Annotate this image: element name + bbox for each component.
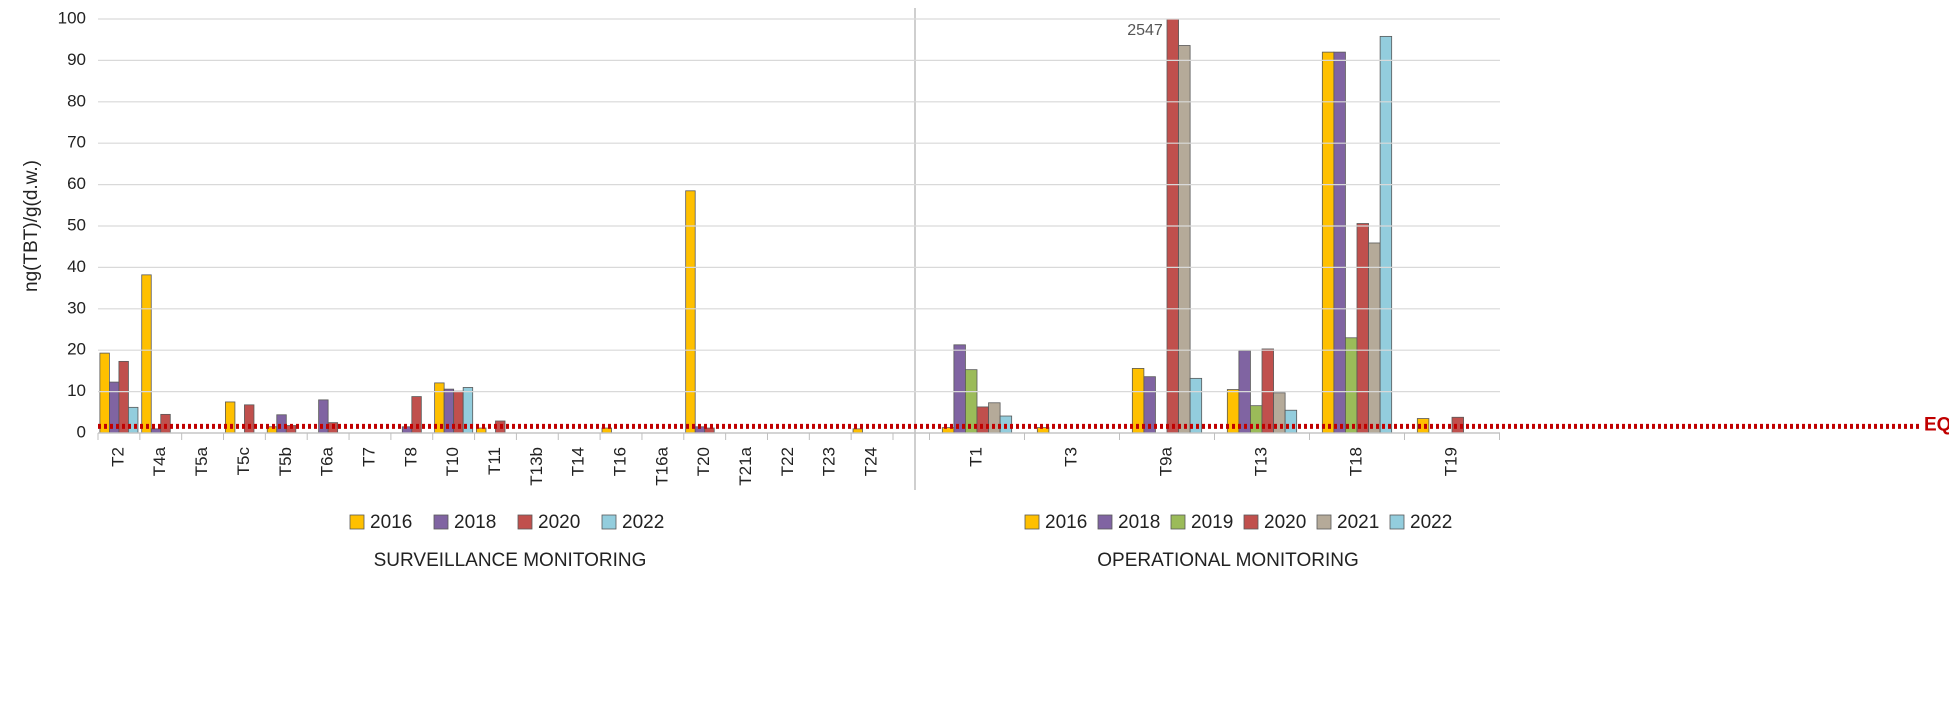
x-tick-label: T8 xyxy=(401,447,420,467)
x-tick-label: T1 xyxy=(966,447,985,467)
reference-label: EQS xyxy=(1924,414,1949,435)
bar xyxy=(1333,51,1346,434)
bar xyxy=(128,406,139,434)
y-tick-label: 50 xyxy=(67,215,86,234)
y-axis-label: ng(TBT)/g(d.w.) xyxy=(21,160,42,292)
legend-label: 2016 xyxy=(1045,512,1087,533)
legend-swatch xyxy=(517,514,533,530)
bar xyxy=(141,274,152,434)
x-tick-label: T24 xyxy=(862,447,881,476)
legend-swatch xyxy=(1097,514,1113,530)
bar xyxy=(1166,19,1179,434)
bar xyxy=(118,360,129,434)
x-tick-label: T11 xyxy=(485,447,504,475)
legend-label: 2018 xyxy=(1118,512,1160,533)
bar xyxy=(965,369,978,434)
legend-swatch xyxy=(1243,514,1259,530)
y-tick-label: 80 xyxy=(67,91,86,110)
bar xyxy=(1321,51,1335,434)
x-tick-label: T5c xyxy=(234,447,253,476)
legend-label: 2020 xyxy=(1264,512,1306,533)
bar xyxy=(1379,35,1393,434)
bar xyxy=(953,344,966,434)
legend-swatch xyxy=(1389,514,1405,530)
x-tick-label: T13 xyxy=(1251,447,1270,476)
x-tick-label: T7 xyxy=(359,447,378,467)
legend-label: 2019 xyxy=(1191,512,1233,533)
x-tick-label: T21a xyxy=(736,446,755,485)
y-tick-label: 60 xyxy=(67,174,86,193)
y-tick-label: 30 xyxy=(67,298,86,317)
bar xyxy=(852,428,863,434)
bar xyxy=(1345,337,1358,434)
bar xyxy=(99,352,110,434)
x-tick-label: T13b xyxy=(527,447,546,486)
x-axis-title: SURVEILLANCE MONITORING xyxy=(374,550,647,571)
x-tick-label: T9a xyxy=(1156,446,1175,476)
legend-swatch xyxy=(1170,514,1186,530)
legend-label: 2020 xyxy=(538,512,580,533)
x-tick-label: T19 xyxy=(1441,447,1460,476)
x-tick-label: T20 xyxy=(694,447,713,476)
x-tick-label: T4a xyxy=(150,446,169,476)
bar xyxy=(1131,368,1145,434)
legend-swatch xyxy=(1316,514,1332,530)
x-tick-label: T22 xyxy=(778,447,797,476)
value-label: 2547 xyxy=(1127,22,1163,39)
legend-label: 2018 xyxy=(454,512,496,533)
legend-label: 2016 xyxy=(370,512,412,533)
legend-swatch xyxy=(433,514,449,530)
bar xyxy=(1284,409,1298,434)
legend-label: 2021 xyxy=(1337,512,1379,533)
x-tick-label: T3 xyxy=(1061,447,1080,467)
legend-label: 2022 xyxy=(1410,512,1452,533)
x-tick-label: T14 xyxy=(569,447,588,476)
y-tick-label: 100 xyxy=(58,8,86,27)
x-tick-label: T10 xyxy=(443,447,462,476)
y-tick-label: 0 xyxy=(77,422,86,441)
y-tick-label: 70 xyxy=(67,133,86,152)
legend-label: 2022 xyxy=(622,512,664,533)
y-tick-label: 40 xyxy=(67,257,86,276)
y-tick-label: 20 xyxy=(67,340,86,359)
x-tick-label: T2 xyxy=(108,447,127,467)
bar xyxy=(1178,45,1191,434)
legend-swatch xyxy=(601,514,617,530)
x-tick-label: T5a xyxy=(192,446,211,476)
x-axis-title: OPERATIONAL MONITORING xyxy=(1097,550,1358,571)
x-tick-label: T16a xyxy=(652,446,671,485)
bar xyxy=(1356,223,1369,434)
y-tick-label: 10 xyxy=(67,381,86,400)
x-tick-label: T16 xyxy=(611,447,630,476)
bar xyxy=(976,406,989,434)
bar xyxy=(685,190,696,434)
legend-swatch xyxy=(1024,514,1040,530)
x-tick-label: T5b xyxy=(276,447,295,476)
x-tick-label: T23 xyxy=(820,447,839,476)
bar xyxy=(1368,242,1381,434)
y-tick-label: 90 xyxy=(67,50,86,69)
x-tick-label: T6a xyxy=(318,446,337,476)
bar xyxy=(1250,405,1263,434)
bar xyxy=(160,413,171,434)
legend-swatch xyxy=(349,514,365,530)
bar xyxy=(150,428,162,434)
x-tick-label: T18 xyxy=(1346,447,1365,476)
bar xyxy=(1261,348,1274,434)
